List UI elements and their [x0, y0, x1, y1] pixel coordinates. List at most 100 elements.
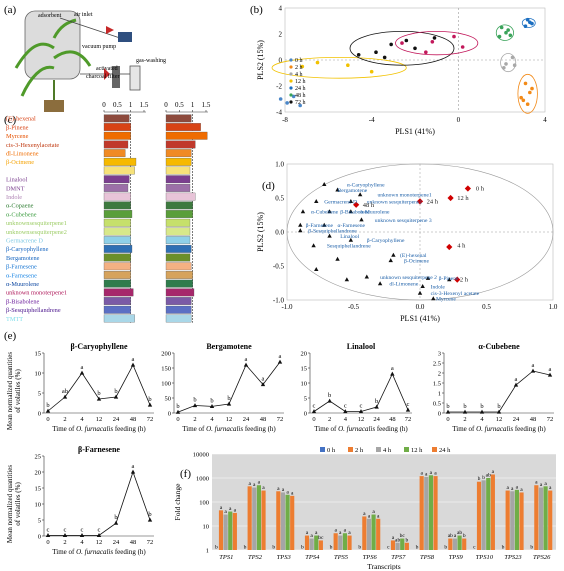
fold-change-bar — [486, 478, 491, 550]
comp2-bar — [165, 271, 193, 279]
significance-letter: a — [520, 487, 523, 493]
comp1-bar — [103, 253, 131, 262]
significance-letter: a — [392, 535, 395, 541]
fold-change-bar — [223, 514, 228, 550]
comp2-bar — [165, 149, 192, 158]
x-tick-label: 2 — [63, 416, 66, 423]
significance-letter: a — [506, 485, 509, 491]
significance-letter: a — [549, 366, 552, 373]
comp1-bar — [103, 236, 131, 245]
biplot-label: α-Caryophyllene — [347, 182, 385, 188]
panel-label-b: (b) — [250, 4, 263, 16]
significance-letter: c — [387, 545, 390, 551]
category-label: TPS2 — [248, 554, 263, 561]
biplot-label: 12 h — [457, 195, 469, 202]
x-tick-label: 24 — [513, 416, 520, 423]
y-tick-label: 2.5 — [433, 360, 441, 367]
biplot-label: unknown sesquiterpene 3 — [375, 218, 432, 224]
score-point — [315, 60, 320, 65]
y-tick-label: 5 — [304, 395, 307, 402]
legend-marker — [289, 86, 293, 90]
category-label: TPS6 — [363, 554, 378, 561]
significance-letter: b — [330, 545, 333, 551]
legend-label: 0 h — [295, 58, 303, 64]
x-tick-label: 12 — [496, 416, 503, 423]
y-tick-label: 1 — [438, 390, 441, 397]
score-point — [400, 41, 404, 45]
panel-label-c: (c) — [4, 114, 17, 126]
category-label: TPS4 — [305, 554, 320, 561]
comp2-bar — [165, 157, 192, 166]
y-tick-label: 50 — [165, 395, 172, 402]
variable-triangle — [327, 209, 332, 214]
y-tick-label: -4 — [276, 109, 282, 117]
significance-letter: b — [97, 390, 100, 397]
significance-letter: c — [407, 401, 410, 408]
comp1-bar — [103, 210, 133, 218]
variable-triangle — [344, 277, 350, 282]
fold-change-bar — [256, 485, 261, 550]
biplot-label: unknown sesquiterpene1 — [367, 199, 423, 205]
comp1-bar — [103, 218, 131, 227]
biplot-label: 2 h — [460, 277, 469, 284]
legend-label: 12 h — [295, 79, 306, 85]
fold-change-bar — [290, 495, 295, 550]
x-tick-label: 48 — [389, 416, 396, 423]
significance-letter: a — [344, 528, 347, 534]
significance-letter: a — [315, 530, 318, 536]
x-tick-label: -0.5 — [348, 303, 360, 311]
significance-letter: b — [272, 545, 275, 551]
gas-washing-label: gas-washing — [136, 58, 166, 64]
x-tick-label: 48 — [130, 539, 137, 546]
y-tick-label: 0 — [38, 410, 41, 417]
x-tick-label: 0 — [46, 416, 49, 423]
significance-letter: a — [535, 480, 538, 486]
significance-letter: b — [478, 476, 481, 482]
x-tick-label: 12 — [96, 416, 103, 423]
comp1-bar — [103, 201, 131, 210]
data-point — [79, 532, 85, 537]
x-tick-label: 48 — [530, 416, 537, 423]
score-point — [356, 53, 361, 57]
group-ellipse — [395, 30, 479, 56]
comp1-bar — [103, 184, 129, 192]
significance-letter: a — [262, 376, 265, 383]
score-point — [291, 94, 296, 99]
comp2-bar — [165, 314, 192, 323]
confidence-ellipse — [286, 163, 554, 301]
x-tick-label: 24 — [113, 416, 120, 423]
legend-marker — [289, 93, 293, 97]
y-tick-label: 20 — [35, 469, 42, 476]
category-label: TPS8 — [420, 554, 435, 561]
legend-marker — [289, 65, 293, 69]
score-point — [502, 66, 506, 70]
fold-change-bar — [428, 475, 433, 550]
compound-label: DMNT — [6, 185, 25, 192]
fold-change-bar — [390, 540, 396, 550]
significance-letter: b — [193, 397, 196, 404]
data-point — [209, 404, 215, 408]
y-tick-label: 0.5 — [433, 400, 441, 407]
score-point — [278, 97, 283, 101]
score-point — [499, 25, 504, 30]
data-point — [147, 402, 153, 407]
y-tick-label: 0 — [304, 410, 307, 417]
fold-change-bar — [404, 542, 409, 550]
significance-letter: b — [375, 398, 378, 405]
compound-label: dl-Limonene — [6, 151, 39, 158]
significance-letter: b — [482, 475, 485, 481]
compound-label: β-Bisabolene — [6, 298, 39, 305]
charcoal-filter-label-2: charcoal filter — [86, 73, 119, 80]
fold-change-bar — [366, 518, 372, 550]
fold-change-bar — [400, 538, 405, 550]
variable-triangle — [357, 192, 363, 197]
biplot-label: 4 h — [457, 243, 466, 250]
significance-letter: bc — [318, 535, 324, 541]
x-tick-label: 2 — [328, 416, 331, 423]
significance-letter: b — [497, 403, 500, 410]
top-axis-label: 0 — [102, 101, 106, 109]
score-point — [404, 38, 409, 43]
y-tick-label: -0.5 — [273, 263, 285, 271]
